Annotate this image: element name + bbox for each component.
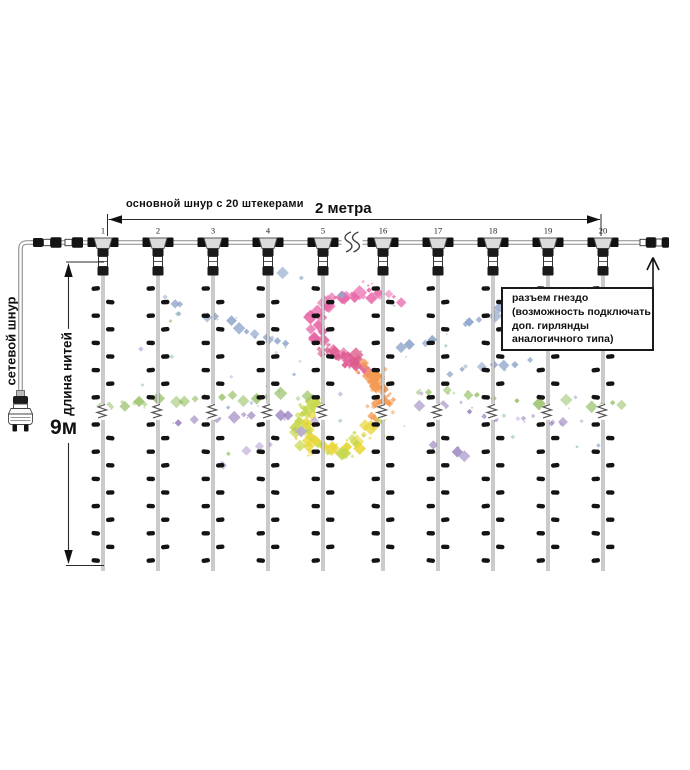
strand-break-icon [94, 403, 111, 420]
cord-break-icon [341, 231, 363, 253]
strand-5: 5 [307, 226, 339, 571]
strand-number-label: 2 [156, 226, 160, 236]
power-plug [7, 390, 34, 432]
strand-break-icon [429, 403, 446, 420]
strand-break-icon [594, 403, 611, 420]
connector-note-box: разъем гнездо (возможность подключать до… [501, 287, 654, 351]
cord-end-socket [639, 237, 669, 248]
bulbs [371, 286, 395, 563]
strand-17: 17 [422, 226, 454, 571]
strand-break-icon [204, 403, 221, 420]
strand-number-label: 16 [379, 226, 388, 236]
strand-number-label: 17 [434, 226, 443, 236]
bulbs [426, 286, 450, 563]
strand-break-icon [539, 403, 556, 420]
bulbs [311, 286, 335, 563]
strand-number-label: 20 [599, 226, 608, 236]
bulbs [146, 286, 170, 563]
strand-number-label: 4 [266, 226, 271, 236]
strand-break-icon [484, 403, 501, 420]
strand-20: 20 [587, 226, 619, 571]
power-cord [18, 240, 40, 392]
strand-2: 2 [142, 226, 174, 571]
bulbs [256, 286, 280, 563]
strand-break-icon [149, 403, 166, 420]
strand-break-icon [314, 403, 331, 420]
bulbs [201, 286, 225, 563]
strand-break-icon [259, 403, 276, 420]
bulbs [481, 286, 505, 563]
width-dimension-label: 2 метра [315, 200, 372, 217]
power-cord-label: сетевой шнур [3, 296, 19, 386]
strand-number-label: 1 [101, 226, 105, 236]
length-dimension [64, 261, 104, 567]
strand-number-label: 19 [544, 226, 553, 236]
strand-number-label: 18 [489, 226, 498, 236]
connector-note-line: разъем гнездо [512, 292, 589, 304]
strand-16: 16 [367, 226, 399, 571]
bulbs [91, 286, 115, 563]
main-cord-label: основной шнур с 20 штекерами [126, 198, 304, 210]
strand-3: 3 [197, 226, 229, 571]
width-dimension [107, 214, 602, 236]
connector-note-line: аналогичного типа) [512, 333, 614, 346]
strand-break-icon [374, 403, 391, 420]
strand-1: 1 [87, 226, 119, 571]
connector-note-line: доп. гирлянды [512, 319, 590, 332]
strand-length-label: длина нитей [59, 329, 75, 419]
cord-connector-left [33, 237, 83, 248]
strand-4: 4 [252, 226, 284, 571]
strand-length-value: 9м [48, 416, 80, 440]
strand-number-label: 3 [211, 226, 215, 236]
strand-19: 19 [532, 226, 564, 571]
strands: 1 2 3 4 5 16 17 18 19 20 [87, 226, 619, 571]
strand-number-label: 5 [321, 226, 325, 236]
note-arrow [646, 257, 660, 287]
strand-18: 18 [477, 226, 509, 571]
connector-note-line: (возможность подключать [512, 305, 651, 318]
